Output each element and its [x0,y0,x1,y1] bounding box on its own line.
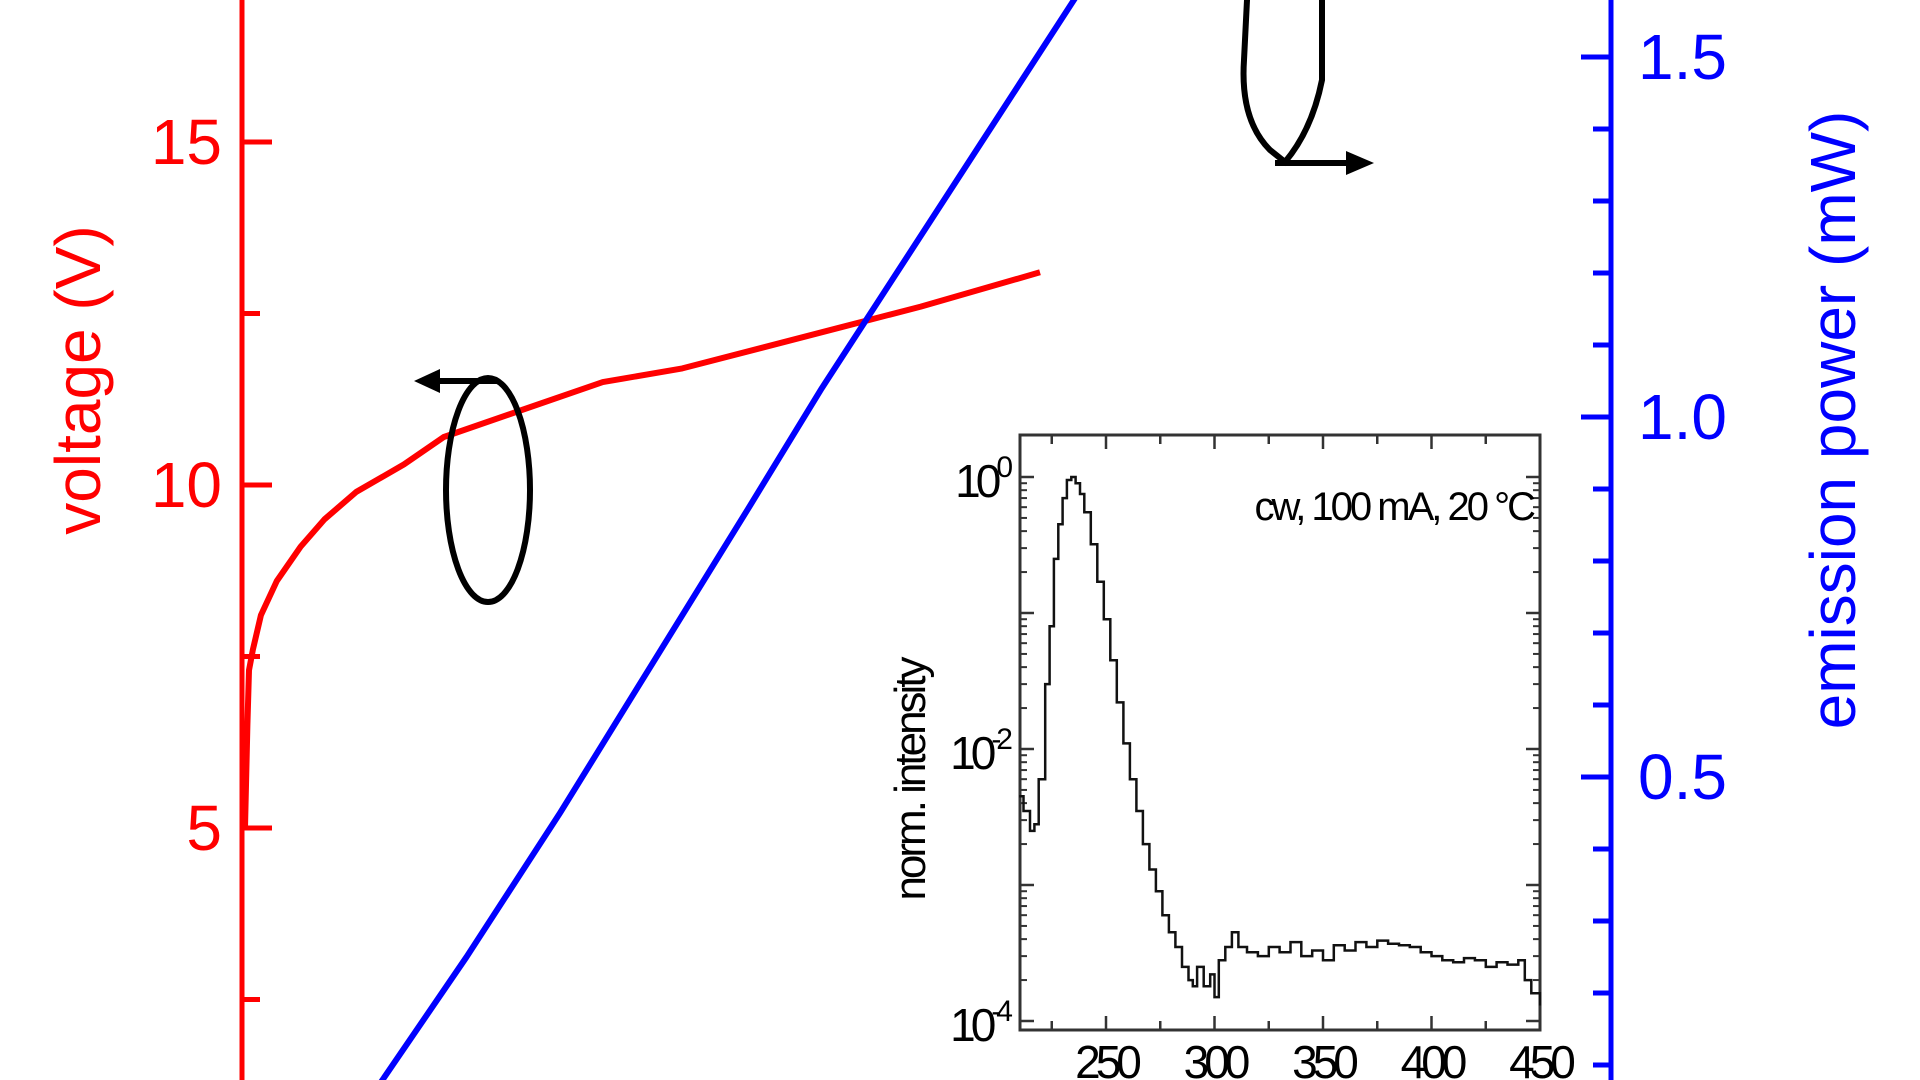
inset-y-axis-title: norm. intensity [886,656,935,900]
inset-x-tick-label: 300 [1184,1036,1249,1080]
inset-y-tick-label: 100 [955,451,1012,507]
inset-x-tick-label: 400 [1401,1036,1466,1080]
left-tick-label: 5 [186,792,222,864]
inset-x-tick-label: 250 [1075,1036,1140,1080]
left-axis-title: voltage (V) [42,225,114,534]
inset-ticks [1020,435,1542,1030]
left-tick-label: 10 [151,449,222,521]
right-tick-label: 1.0 [1638,381,1727,453]
inset-x-tick-label: 350 [1292,1036,1357,1080]
main-plot: 5 10 15 0.5 1.0 1.5 voltage (V) emission pow… [42,0,1869,1080]
inset-y-tick-label: 10-4 [950,995,1012,1051]
voltage-curve [242,269,1041,829]
left-axis-tick-labels: 5 10 15 [151,106,222,864]
right-axis-tick-labels: 0.5 1.0 1.5 [1638,21,1727,813]
left-tick-label: 15 [151,106,222,178]
inset-frame [1018,433,1542,1032]
left-axis-indicator-icon [414,369,533,605]
inset-y-tick-label: 10-2 [950,723,1012,779]
right-tick-label: 1.5 [1638,21,1727,93]
right-axis-ticks [1581,54,1611,1068]
right-tick-label: 0.5 [1638,741,1727,813]
right-axis-indicator-icon [1240,0,1374,175]
emission-power-curve [378,0,1078,1080]
right-axis-title: emission power (mW) [1797,111,1869,730]
inset-y-tick-labels: 100 10-2 10-4 [950,451,1017,1051]
inset-annotation: cw, 100 mA, 20 °C [1255,485,1536,529]
inset-x-tick-label: 450 [1509,1036,1574,1080]
inset-x-tick-labels: 250 300 350 400 450 [1075,1036,1579,1080]
left-axis-ticks [242,139,272,1002]
inset-spectrum-plot: 250 300 350 400 450 100 10-2 10-4 cw, 100 mA, … [886,433,1579,1080]
spectrum-curve [1019,475,1542,1006]
